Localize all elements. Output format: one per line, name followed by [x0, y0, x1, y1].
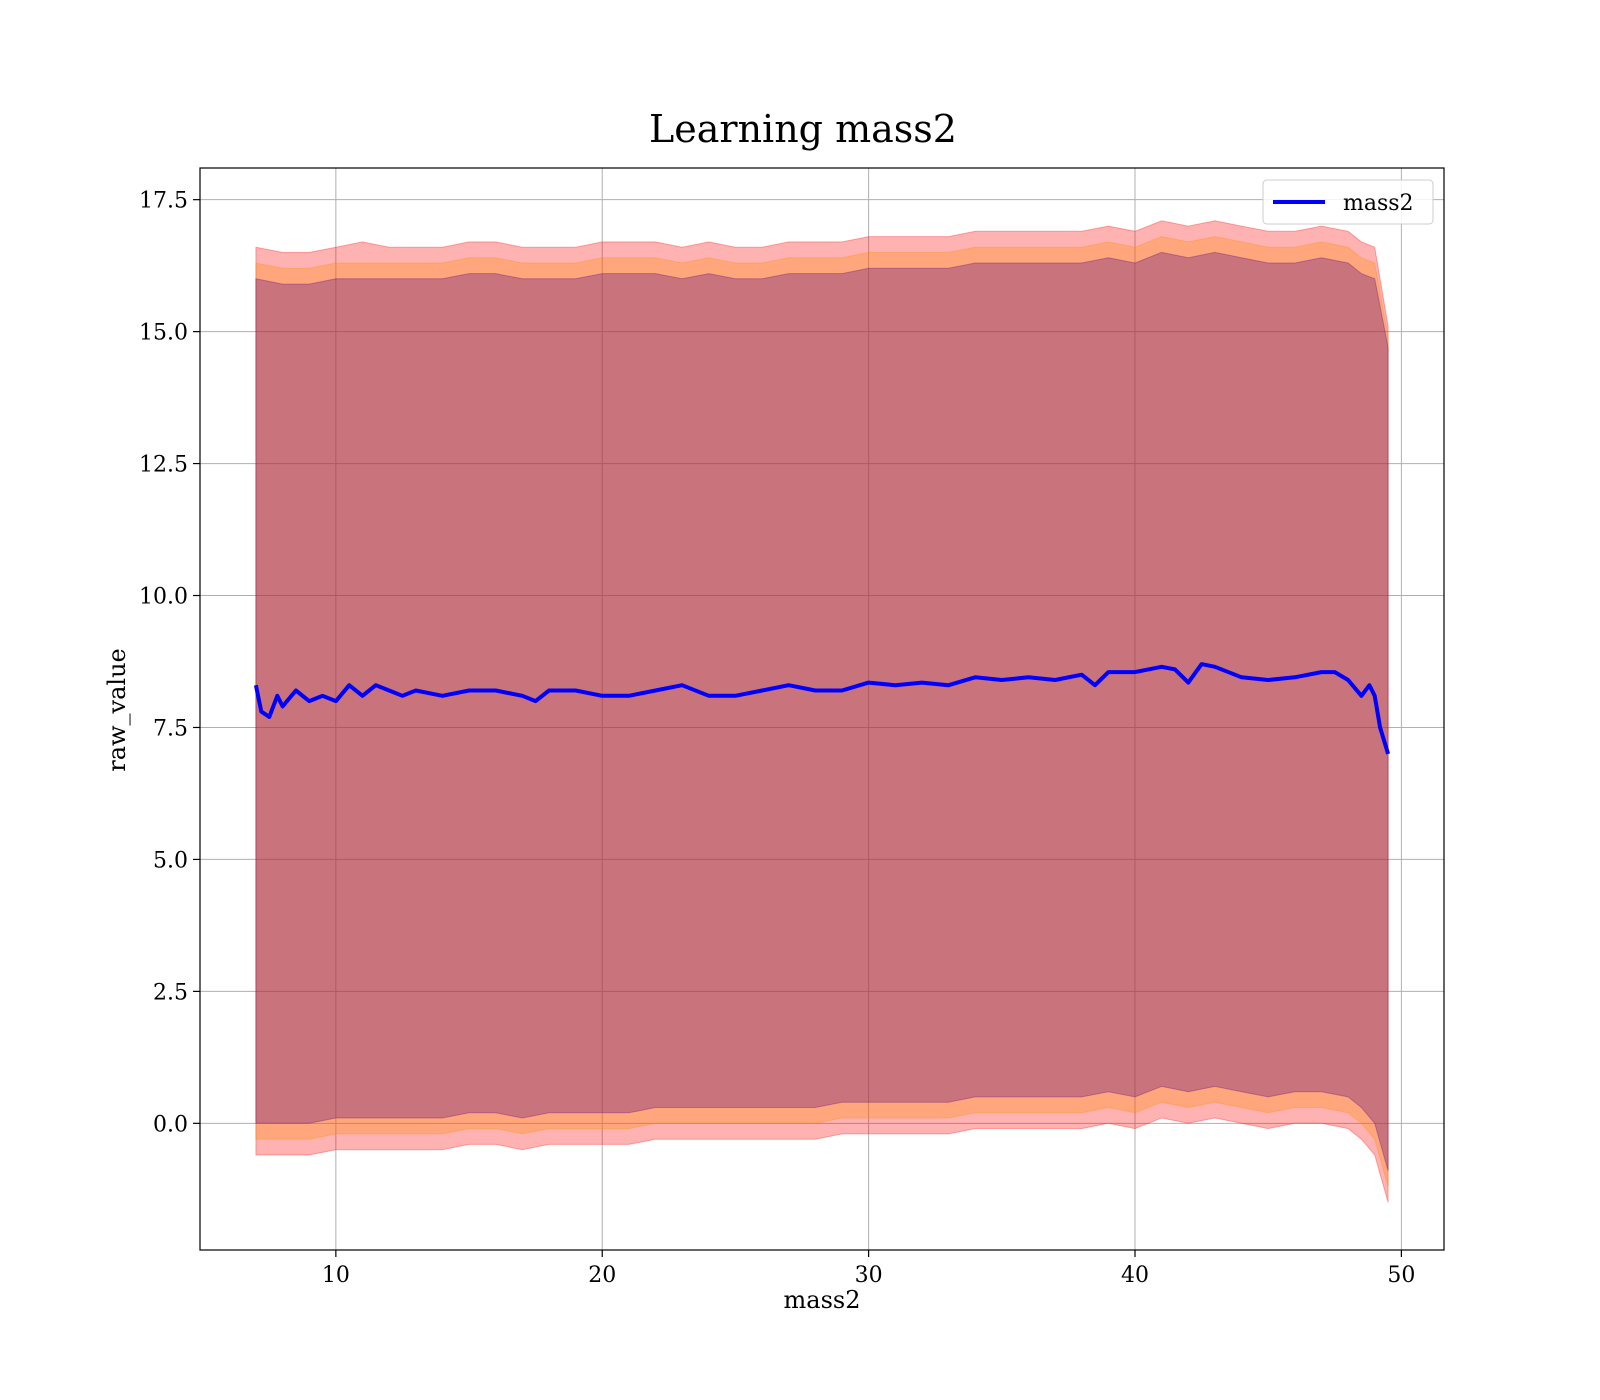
x-tick-label-3: 40	[1121, 1263, 1149, 1288]
y-tick-label-4: 10.0	[139, 585, 188, 610]
x-tick-label-2: 30	[855, 1263, 883, 1288]
y-tick-label-5: 12.5	[139, 453, 188, 478]
band-1	[255, 236, 1389, 1187]
legend-label-mass2: mass2	[1343, 191, 1414, 216]
band-2	[255, 251, 1389, 1171]
confidence-bands	[255, 220, 1389, 1203]
x-axis-ticks: 10 20 30 40 50	[322, 1250, 1415, 1288]
x-tick-label-1: 20	[588, 1263, 616, 1288]
plot-area: 10 20 30 40 50 0.0 2.5 5.0 7.5 10.0 12.5 15.0 17.5	[139, 167, 1445, 1288]
grid	[200, 168, 1444, 1250]
band-0	[255, 220, 1389, 1203]
plot-background	[200, 168, 1444, 1250]
legend-box	[1262, 179, 1434, 225]
y-tick-label-3: 7.5	[153, 716, 188, 741]
y-axis-label: raw_value	[103, 648, 131, 772]
y-tick-label-7: 17.5	[139, 189, 188, 214]
y-tick-label-2: 5.0	[153, 848, 188, 873]
legend: mass2	[1262, 179, 1434, 225]
y-tick-label-1: 2.5	[153, 980, 188, 1005]
y-tick-label-6: 15.0	[139, 321, 188, 346]
series-line-mass2	[253, 662, 1391, 755]
y-axis-ticks: 0.0 2.5 5.0 7.5 10.0 12.5 15.0 17.5	[139, 189, 200, 1137]
plot-frame	[199, 167, 1445, 1251]
x-tick-label-4: 50	[1387, 1263, 1415, 1288]
y-tick-label-0: 0.0	[153, 1112, 188, 1137]
series-group	[253, 662, 1391, 755]
x-tick-label-0: 10	[322, 1263, 350, 1288]
x-axis-label: mass2	[784, 1286, 861, 1314]
chart-title: Learning mass2	[649, 107, 957, 151]
